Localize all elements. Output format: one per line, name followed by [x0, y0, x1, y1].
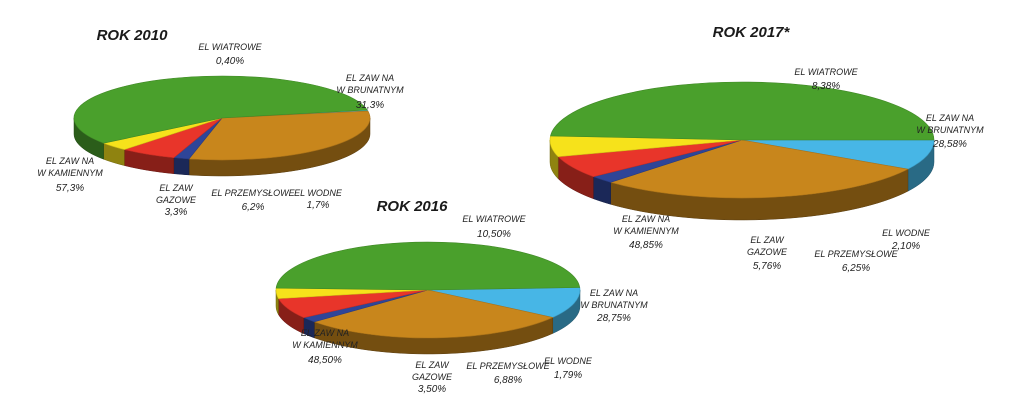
- slice-label-brun: W BRUNATNYM: [580, 300, 648, 310]
- slice-value-przem: 6,25%: [842, 263, 870, 274]
- slice-label-gaz: EL ZAW: [750, 235, 785, 245]
- slice-label-brun: EL ZAW NA: [926, 113, 974, 123]
- chart-title: ROK 2016: [377, 198, 449, 215]
- slice-label-gaz: GAZOWE: [156, 195, 197, 205]
- slice-value-kam: 57,3%: [56, 183, 84, 194]
- slice-value-kam: 48,85%: [629, 240, 663, 251]
- slice-label-gaz: EL ZAW: [159, 183, 194, 193]
- slice-value-przem: 6,2%: [242, 202, 265, 213]
- slice-label-kam: W KAMIENNYM: [292, 340, 358, 350]
- slice-brun: [313, 289, 554, 339]
- slice-label-brun: W BRUNATNYM: [916, 125, 984, 135]
- slice-value-wiatr: 8,38%: [812, 81, 840, 92]
- chart-rok-2016: ROK 2016 EL WIATROWE 10,50% EL ZAW NA W BRUN…: [275, 198, 648, 395]
- slice-brun: [188, 110, 371, 161]
- slice-value-wodne: 1,79%: [554, 370, 582, 381]
- chart-title: ROK 2010: [97, 27, 169, 44]
- slice-wiatr: [741, 139, 935, 170]
- slice-label-wiatr: EL WIATROWE: [794, 67, 858, 77]
- slice-value-kam: 48,50%: [308, 355, 342, 366]
- chart-rok-2010: ROK 2010 EL WIATROWE 0,40% EL ZAW NA W BRUNA…: [37, 27, 404, 218]
- slice-brun: [609, 139, 909, 199]
- slice-label-brun: EL ZAW NA: [590, 288, 638, 298]
- slice-label-wodne: EL WODNE: [294, 188, 343, 198]
- slice-value-brun: 28,75%: [596, 313, 631, 324]
- chart-title: ROK 2017*: [713, 24, 791, 41]
- slice-wiatr: [427, 287, 581, 318]
- slice-value-wodne: 1,7%: [307, 200, 330, 211]
- slice-label-wiatr: EL WIATROWE: [462, 214, 526, 224]
- chart-rok-2017: ROK 2017* EL WIATROWE 8,38% EL ZAW NA W BRUN…: [549, 24, 984, 274]
- slice-value-wiatr: 10,50%: [477, 229, 511, 240]
- slice-kam: [73, 75, 368, 144]
- slice-value-przem: 6,88%: [494, 375, 522, 386]
- slice-label-przem: EL PRZEMYSŁOWE: [814, 249, 898, 259]
- slice-side-wodne: [173, 157, 190, 176]
- slice-kam: [550, 81, 935, 141]
- slice-value-wiatr: 0,40%: [216, 56, 244, 67]
- slice-label-kam: EL ZAW NA: [46, 156, 94, 166]
- slice-label-wiatr: EL WIATROWE: [198, 42, 262, 52]
- slice-label-brun: EL ZAW NA: [346, 73, 394, 83]
- slice-label-wodne: EL WODNE: [882, 228, 931, 238]
- slice-label-kam: EL ZAW NA: [622, 214, 670, 224]
- slice-label-przem: EL PRZEMYSŁOWE: [211, 188, 295, 198]
- slice-label-kam: W KAMIENNYM: [37, 168, 103, 178]
- slice-label-gaz: EL ZAW: [415, 360, 450, 370]
- slice-kam: [275, 241, 581, 291]
- slice-label-brun: W BRUNATNYM: [336, 85, 404, 95]
- slice-value-gaz: 3,3%: [165, 207, 188, 218]
- slice-value-gaz: 5,76%: [753, 261, 781, 272]
- slice-value-gaz: 3,50%: [418, 384, 446, 395]
- slice-value-wodne: 2,10%: [891, 241, 920, 252]
- slice-label-gaz: GAZOWE: [412, 372, 453, 382]
- slice-label-przem: EL PRZEMYSŁOWE: [466, 361, 550, 371]
- slice-value-brun: 31,3%: [356, 100, 384, 111]
- slice-label-wodne: EL WODNE: [544, 356, 593, 366]
- slice-value-brun: 28,58%: [932, 139, 967, 150]
- slice-label-kam: EL ZAW NA: [301, 328, 349, 338]
- slice-label-kam: W KAMIENNYM: [613, 226, 679, 236]
- slice-label-gaz: GAZOWE: [747, 247, 788, 257]
